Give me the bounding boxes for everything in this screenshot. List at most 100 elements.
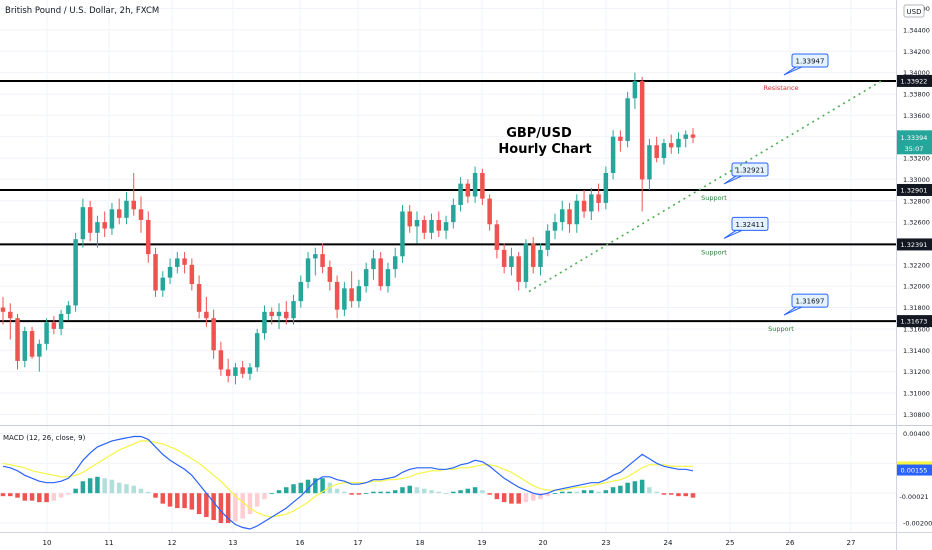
candle bbox=[385, 262, 391, 293]
candle-body bbox=[44, 322, 49, 344]
price-tick-label: 1.31400 bbox=[903, 347, 930, 355]
macd-histogram-bar bbox=[538, 493, 543, 500]
candle bbox=[436, 211, 442, 238]
candle-body bbox=[22, 331, 28, 361]
macd-hist-tag-bg bbox=[897, 490, 932, 502]
candle bbox=[589, 187, 594, 220]
macd-histogram-bar bbox=[284, 487, 289, 494]
macd-histogram-bar bbox=[647, 487, 652, 494]
macd-tick-label: -0.00200 bbox=[903, 520, 932, 528]
macd-histogram-bar bbox=[153, 493, 158, 498]
macd-histogram-bar bbox=[313, 478, 318, 494]
macd-histogram-bar bbox=[407, 485, 412, 494]
callout-box bbox=[731, 216, 769, 231]
macd-histogram-bar bbox=[567, 491, 572, 494]
candle bbox=[443, 215, 449, 240]
candle bbox=[596, 183, 601, 212]
candle bbox=[530, 237, 536, 274]
candle bbox=[414, 211, 420, 244]
candle-body bbox=[175, 258, 180, 267]
candle bbox=[240, 360, 245, 379]
candle bbox=[51, 316, 57, 335]
rising-trendline[interactable] bbox=[528, 80, 882, 293]
candle bbox=[574, 194, 580, 233]
candle bbox=[392, 247, 398, 278]
candle bbox=[124, 192, 129, 225]
macd-label: MACD (12, 26, close, 9) bbox=[3, 434, 86, 442]
candle-body bbox=[465, 183, 471, 197]
macd-histogram-bar bbox=[44, 493, 49, 503]
price-tick-label: 1.33600 bbox=[903, 112, 930, 120]
candle-body bbox=[560, 209, 565, 223]
candle-body bbox=[632, 81, 638, 99]
level-note-resistance: Resistance bbox=[763, 84, 798, 92]
level-callout[interactable]: 1.32921 bbox=[723, 162, 769, 185]
macd-tick-label: 0.00400 bbox=[903, 430, 930, 438]
candle bbox=[305, 252, 311, 289]
macd-histogram-bar bbox=[472, 487, 478, 494]
macd-histogram-bar bbox=[124, 484, 129, 494]
candle bbox=[95, 215, 100, 248]
macd-histogram-bar bbox=[66, 493, 71, 495]
date-tick-label: 18 bbox=[416, 539, 425, 547]
candle bbox=[211, 309, 216, 359]
price-tick-label: 1.31000 bbox=[903, 389, 930, 397]
price-tick-label: 1.31800 bbox=[903, 304, 930, 312]
date-tick-label: 16 bbox=[296, 539, 305, 547]
candle-body bbox=[494, 224, 500, 250]
candle-body bbox=[436, 219, 442, 231]
candle-body bbox=[116, 209, 122, 218]
candle bbox=[625, 91, 630, 148]
candle bbox=[545, 224, 550, 257]
callout-price: 1.32411 bbox=[736, 221, 765, 229]
price-tick-label: 1.34400 bbox=[903, 26, 930, 34]
macd-hist-tag-text: -0.00021 bbox=[899, 493, 928, 501]
price-axis[interactable]: 1.30800 1.31000 1.31200 1.31400 1.31600 1.318… bbox=[903, 5, 930, 419]
currency-badge-label: USD bbox=[907, 8, 922, 16]
macd-histogram-bar bbox=[610, 487, 616, 494]
candle bbox=[8, 303, 13, 340]
currency-badge[interactable]: USD bbox=[903, 4, 925, 18]
candle bbox=[109, 202, 115, 235]
macd-histogram-bar bbox=[254, 493, 260, 507]
annotation-title-line1: GBP/USD bbox=[506, 126, 572, 141]
date-tick-label: 17 bbox=[354, 539, 363, 547]
macd-histogram-bar bbox=[0, 493, 6, 497]
candle bbox=[560, 200, 565, 231]
candle-body bbox=[124, 200, 129, 218]
level-price-tag: 1.33922 bbox=[897, 74, 932, 87]
price-tick-label: 1.31600 bbox=[903, 325, 930, 333]
candle-body bbox=[233, 367, 238, 376]
level-callout[interactable]: 1.31697 bbox=[783, 293, 829, 316]
candle-body bbox=[639, 81, 645, 180]
macd-value-tag-bg bbox=[897, 464, 932, 476]
candle-body bbox=[204, 311, 209, 319]
date-tick-label: 12 bbox=[168, 539, 177, 547]
candle bbox=[66, 301, 71, 321]
candle bbox=[102, 211, 107, 238]
candle-body bbox=[647, 145, 652, 180]
candle bbox=[254, 328, 260, 372]
candle bbox=[639, 76, 645, 212]
macd-histogram-bar bbox=[37, 493, 42, 503]
candle bbox=[523, 239, 529, 289]
macd-histogram-bar bbox=[560, 491, 565, 494]
macd-histogram-bar bbox=[87, 478, 93, 494]
date-tick-label: 19 bbox=[478, 539, 487, 547]
candle bbox=[182, 252, 187, 274]
level-callout[interactable]: 1.33947 bbox=[783, 53, 829, 76]
candle bbox=[451, 198, 456, 229]
date-axis[interactable]: 10 11 12 13 16 17 18 19 20 23 24 25 26 27 bbox=[43, 539, 856, 547]
macd-histogram-bar bbox=[225, 493, 231, 524]
candle bbox=[327, 260, 333, 291]
level-note-support: Support bbox=[768, 325, 794, 333]
macd-histogram-bar bbox=[51, 493, 57, 501]
candle-body bbox=[378, 258, 383, 287]
level-callout[interactable]: 1.32411 bbox=[723, 216, 769, 239]
macd-histogram-bar bbox=[632, 481, 638, 494]
candle bbox=[22, 326, 28, 368]
current-price-value: 1.33394 bbox=[901, 134, 928, 142]
candle-body bbox=[574, 200, 580, 225]
candle-body bbox=[58, 313, 64, 329]
